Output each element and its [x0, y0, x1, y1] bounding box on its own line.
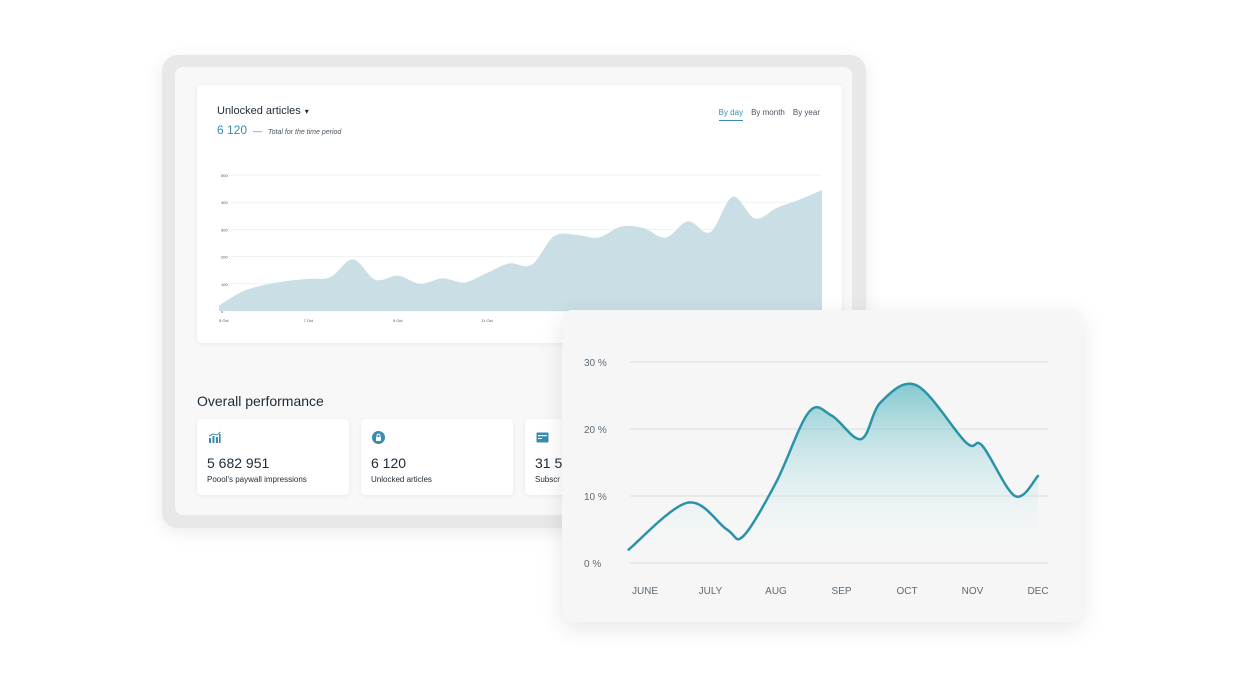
x-tick-label: JULY [699, 586, 723, 597]
x-tick-label: 7 Oct [304, 318, 314, 323]
y-tick-label: 0 [221, 309, 224, 314]
total-row: 6 120 — Total for the time period [217, 123, 341, 137]
x-tick-label: 9 Oct [393, 318, 403, 323]
y-tick-label: 100 [221, 282, 228, 287]
performance-title: Overall performance [197, 393, 324, 409]
x-tick-label: JUNE [632, 586, 658, 597]
y-tick-label: 20 % [584, 425, 607, 436]
kpi-label: Unlocked articles [371, 475, 432, 484]
monthly-rate-chart: 30 % 20 % 10 % 0 % JUNE JULY AUG SEP OCT NOV DEC [584, 358, 1049, 597]
x-tick-label: AUG [765, 586, 787, 597]
monthly-rate-chart-card: 30 % 20 % 10 % 0 % JUNE JULY AUG SEP OCT NOV DEC [562, 310, 1082, 622]
kpi-impressions: 5 682 951 Poool's paywall impressions [197, 419, 349, 495]
y-tick-label: 400 [221, 200, 228, 205]
tab-by-year[interactable]: By year [792, 108, 820, 117]
kpi-value: 31 5 [535, 455, 563, 471]
tab-by-day[interactable]: By day [718, 108, 744, 121]
total-dash: — [253, 126, 263, 136]
total-value: 6 120 [217, 123, 248, 137]
tab-by-month[interactable]: By month [751, 108, 785, 117]
unlocked-articles-card: Unlocked articles ▾ 6 120 — Total for th… [197, 85, 842, 343]
dashboard-screen: Unlocked articles ▾ 6 120 — Total for th… [175, 67, 852, 515]
kpi-value: 6 120 [371, 455, 407, 471]
card-title-dropdown[interactable]: Unlocked articles ▾ [217, 105, 309, 117]
area-series [219, 189, 822, 311]
y-tick-label: 200 [221, 255, 228, 260]
line-series [627, 382, 1040, 551]
bar-chart-icon [208, 431, 221, 443]
kpi-value: 5 682 951 [207, 455, 270, 471]
x-tick-label: OCT [896, 586, 917, 597]
y-tick-label: 0 % [584, 559, 601, 570]
card-title: Unlocked articles [217, 105, 301, 117]
y-tick-label: 10 % [584, 492, 607, 503]
x-tick-label: NOV [962, 586, 984, 597]
x-tick-label: DEC [1027, 586, 1048, 597]
chevron-down-icon: ▾ [304, 106, 309, 116]
kpi-label: Subscr [535, 475, 560, 484]
y-tick-label: 30 % [584, 358, 607, 369]
kpi-label: Poool's paywall impressions [207, 475, 307, 484]
y-tick-label: 300 [221, 227, 228, 232]
subscription-card-icon [536, 432, 549, 443]
x-tick-label: SEP [831, 586, 851, 597]
x-tick-label: 5 Oct [219, 318, 229, 323]
period-tabs: By day By month By year [718, 108, 820, 121]
x-tick-label: 11 Oct [481, 318, 493, 323]
y-tick-label: 500 [221, 173, 228, 178]
area-fill [628, 383, 1038, 563]
kpi-unlocked: 6 120 Unlocked articles [361, 419, 513, 495]
total-note: Total for the time period [268, 129, 342, 136]
lock-icon [372, 431, 385, 444]
